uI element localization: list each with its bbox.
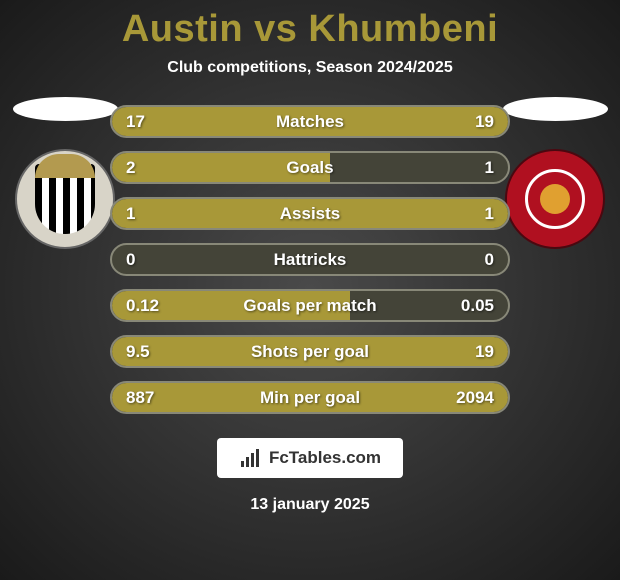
stat-label: Goals (286, 158, 333, 178)
stat-value-right: 1 (485, 158, 494, 178)
left-player-column (10, 97, 120, 249)
stat-value-right: 1 (485, 204, 494, 224)
left-badge-crest-top (35, 154, 95, 178)
stats-area: 17 Matches 19 2 Goals 1 1 Assists 1 0 Hattricks 0 0.… (0, 105, 620, 414)
left-badge-shield (35, 164, 95, 234)
stat-row: 2 Goals 1 (110, 151, 510, 184)
stat-value-left: 17 (126, 112, 145, 132)
right-player-marker (503, 97, 608, 121)
left-club-badge (15, 149, 115, 249)
brand-text: FcTables.com (269, 448, 381, 468)
stat-value-left: 0.12 (126, 296, 159, 316)
stat-row: 17 Matches 19 (110, 105, 510, 138)
left-player-marker (13, 97, 118, 121)
brand-badge[interactable]: FcTables.com (217, 438, 403, 478)
stat-label: Shots per goal (251, 342, 369, 362)
stat-label: Assists (280, 204, 340, 224)
chart-icon (239, 449, 261, 467)
stat-value-right: 0.05 (461, 296, 494, 316)
right-club-badge (505, 149, 605, 249)
stat-row: 887 Min per goal 2094 (110, 381, 510, 414)
stat-value-right: 19 (475, 112, 494, 132)
stat-value-left: 2 (126, 158, 135, 178)
stat-row: 0.12 Goals per match 0.05 (110, 289, 510, 322)
right-badge-ring (525, 169, 585, 229)
stat-value-left: 1 (126, 204, 135, 224)
stat-row: 9.5 Shots per goal 19 (110, 335, 510, 368)
stat-value-right: 0 (485, 250, 494, 270)
stat-value-left: 887 (126, 388, 154, 408)
stat-row: 0 Hattricks 0 (110, 243, 510, 276)
stat-value-left: 0 (126, 250, 135, 270)
main-container: Austin vs Khumbeni Club competitions, Se… (0, 0, 620, 580)
footer-date: 13 january 2025 (250, 496, 369, 514)
right-badge-center (540, 184, 570, 214)
page-subtitle: Club competitions, Season 2024/2025 (167, 59, 452, 77)
stat-value-left: 9.5 (126, 342, 150, 362)
stat-row: 1 Assists 1 (110, 197, 510, 230)
stats-list: 17 Matches 19 2 Goals 1 1 Assists 1 0 Hattricks 0 0.… (110, 105, 510, 414)
stat-label: Hattricks (274, 250, 347, 270)
right-player-column (500, 97, 610, 249)
stat-label: Matches (276, 112, 344, 132)
stat-value-right: 19 (475, 342, 494, 362)
stat-value-right: 2094 (456, 388, 494, 408)
stat-label: Min per goal (260, 388, 360, 408)
stat-label: Goals per match (243, 296, 376, 316)
page-title: Austin vs Khumbeni (122, 8, 498, 51)
